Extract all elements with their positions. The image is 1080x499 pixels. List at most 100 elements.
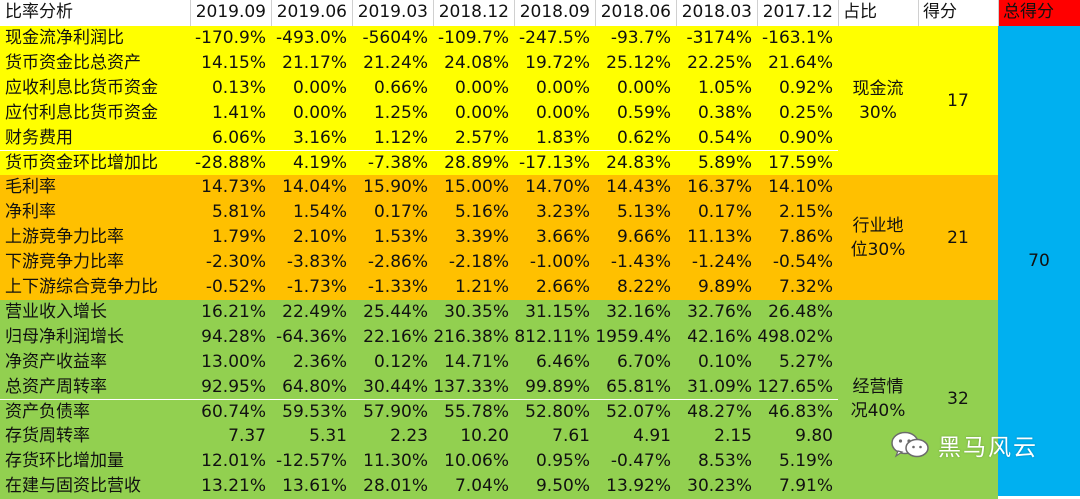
header-score: 得分 [918,0,998,26]
group-weight-percent: 30% [859,102,897,123]
value-cell: 25.44% [352,299,433,325]
value-cell: 0.38% [676,100,757,126]
grid-line [190,0,191,26]
value-cell: 55.78% [433,399,514,425]
value-cell: 0.92% [757,75,838,101]
value-cell: 0.59% [595,100,676,126]
value-cell: 11.30% [352,449,433,475]
value-cell: 0.12% [352,349,433,375]
value-cell: -0.52% [190,275,271,300]
value-cell: 92.95% [190,374,271,400]
grid-line [514,0,515,26]
value-cell: 4.19% [271,150,352,176]
value-cell: 0.90% [757,125,838,151]
value-cell: -93.7% [595,26,676,51]
value-cell: -493.0% [271,26,352,51]
value-cell: 22.16% [352,324,433,350]
value-cell: 0.00% [433,75,514,101]
value-cell: 1.83% [514,125,595,151]
value-cell: 0.95% [514,449,595,475]
value-cell: -170.9% [190,26,271,51]
header-weight: 占比 [838,0,918,26]
header-period: 2019.03 [352,0,433,26]
grid-line [757,0,758,26]
value-cell: 9.50% [514,474,595,499]
value-cell: -0.54% [757,250,838,275]
value-cell: -28.88% [190,150,271,176]
value-cell: 13.00% [190,349,271,375]
row-label: 净资产收益率 [0,349,190,375]
value-cell: 2.15% [757,200,838,226]
value-cell: 3.23% [514,200,595,226]
value-cell: 14.43% [595,175,676,201]
value-cell: 13.92% [595,474,676,499]
value-cell: 9.80 [757,424,838,450]
group-name: 现金流 [852,78,904,99]
value-cell: 60.74% [190,399,271,425]
group-weight-percent: 30% [867,239,906,260]
value-cell: 1.05% [676,75,757,101]
row-label: 存货环比增加量 [0,449,190,475]
value-cell: 7.61 [514,424,595,450]
value-cell: 30.35% [433,299,514,325]
value-cell: 22.25% [676,50,757,76]
value-cell: 1.25% [352,100,433,126]
value-cell: -1.73% [271,275,352,300]
group-name: 经营情况 [850,377,904,422]
value-cell: 0.00% [514,75,595,101]
value-cell: 32.16% [595,299,676,325]
value-cell: 52.80% [514,399,595,425]
row-label: 货币资金环比增加比 [0,150,190,176]
value-cell: 137.33% [433,374,514,400]
grid-line [676,0,677,26]
value-cell: 5.27% [757,349,838,375]
value-cell: 21.24% [352,50,433,76]
grid-line [998,0,999,26]
value-cell: 9.89% [676,275,757,300]
group-weight: 经营情况40% [838,299,918,499]
value-cell: 64.80% [271,374,352,400]
value-cell: 4.91 [595,424,676,450]
value-cell: 0.00% [595,75,676,101]
value-cell: 32.76% [676,299,757,325]
value-cell: 7.32% [757,275,838,300]
value-cell: 25.12% [595,50,676,76]
row-label: 应付利息比货币资金 [0,100,190,126]
row-label: 现金流净利润比 [0,26,190,51]
value-cell: 0.00% [433,100,514,126]
value-cell: -0.47% [595,449,676,475]
row-label: 应收利息比货币资金 [0,75,190,101]
value-cell: 65.81% [595,374,676,400]
wechat-icon [891,431,929,458]
value-cell: -3.83% [271,250,352,275]
value-cell: 6.46% [514,349,595,375]
value-cell: 7.37 [190,424,271,450]
value-cell: 0.17% [676,200,757,226]
value-cell: 3.39% [433,225,514,251]
value-cell: 0.13% [190,75,271,101]
value-cell: -1.33% [352,275,433,300]
grid-line [918,0,919,26]
row-label: 总资产周转率 [0,374,190,400]
total-score-value: 70 [998,26,1080,496]
value-cell: 7.04% [433,474,514,499]
row-label: 营业收入增长 [0,299,190,325]
grid-line [271,0,272,26]
value-cell: -1.43% [595,250,676,275]
header-period: 2019.06 [271,0,352,26]
value-cell: 7.86% [757,225,838,251]
value-cell: 94.28% [190,324,271,350]
value-cell: 57.90% [352,399,433,425]
value-cell: 127.65% [757,374,838,400]
value-cell: 5.13% [595,200,676,226]
value-cell: 3.66% [514,225,595,251]
value-cell: 10.20 [433,424,514,450]
value-cell: 2.10% [271,225,352,251]
row-label: 存货周转率 [0,424,190,450]
value-cell: 14.04% [271,175,352,201]
value-cell: 6.70% [595,349,676,375]
group-name: 行业地位 [850,215,904,260]
grid-line [595,0,596,26]
value-cell: 2.15 [676,424,757,450]
value-cell: 0.00% [271,100,352,126]
